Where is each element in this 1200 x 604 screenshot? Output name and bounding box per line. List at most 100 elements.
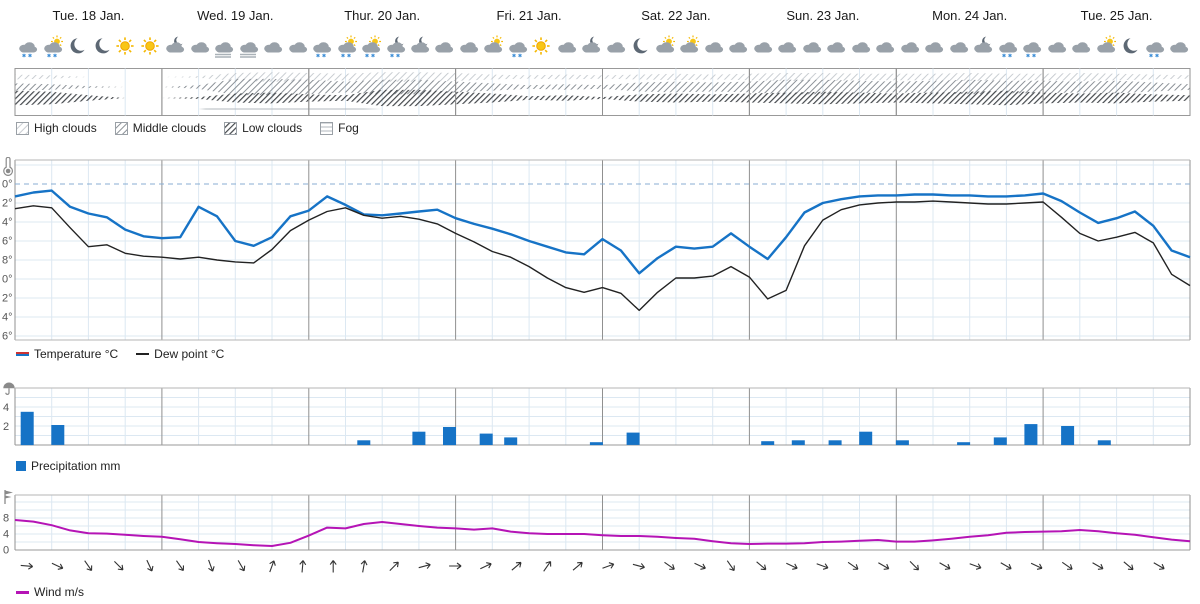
weather-icon-slot bbox=[529, 31, 553, 63]
weather-icon-slot bbox=[872, 31, 896, 63]
temperature-swatch bbox=[16, 352, 29, 356]
wind-direction-arrow bbox=[208, 559, 215, 572]
wind-direction-arrow bbox=[1153, 562, 1165, 570]
sun-cloud-snow-icon bbox=[43, 35, 63, 58]
wind-legend: Wind m/s bbox=[16, 585, 102, 599]
wind-direction-arrow bbox=[816, 563, 829, 570]
moon-cloud-icon bbox=[411, 36, 430, 53]
precipitation-bar bbox=[443, 427, 456, 446]
cloud-snow-icon bbox=[998, 42, 1017, 58]
weather-icon-slot bbox=[652, 31, 676, 63]
sun-cloud-snow-icon bbox=[362, 35, 382, 58]
cloud-icon bbox=[1072, 42, 1091, 53]
cloud-icon bbox=[288, 42, 307, 53]
precipitation-axis-label: 2 bbox=[3, 421, 9, 433]
weather-icon-slot bbox=[921, 31, 945, 63]
cloud-icon bbox=[460, 42, 479, 53]
cloud-fog-icon bbox=[215, 42, 234, 58]
weather-icon-slot bbox=[382, 31, 406, 63]
cloud-icon bbox=[876, 42, 895, 53]
weather-icon-slot bbox=[627, 31, 651, 63]
weather-icon-slot bbox=[603, 31, 627, 63]
precipitation-bar bbox=[859, 431, 873, 445]
weather-icon-slot bbox=[823, 31, 847, 63]
legend-high-clouds: High clouds bbox=[16, 121, 97, 135]
weather-icon-slot bbox=[407, 31, 431, 63]
cloud-icon bbox=[925, 42, 944, 53]
wind-chart: 8 4 0 bbox=[3, 494, 1191, 573]
wind-direction-arrow bbox=[237, 560, 246, 572]
wind-direction-arrow bbox=[847, 561, 859, 570]
precipitation-bar bbox=[412, 431, 426, 445]
weather-icon-slot bbox=[774, 31, 798, 63]
weather-icon-slot bbox=[480, 31, 504, 63]
weather-icon-slot bbox=[39, 31, 63, 63]
cloud-icon bbox=[1170, 42, 1189, 53]
cloud-icon bbox=[949, 42, 968, 53]
wind-direction-arrow bbox=[480, 562, 492, 570]
precipitation-bar bbox=[791, 440, 805, 446]
weather-icon-slot bbox=[1117, 31, 1141, 63]
weather-icon-slot bbox=[88, 31, 112, 63]
cloud-icon bbox=[435, 42, 454, 53]
legend-dew-point: Dew point °C bbox=[136, 347, 224, 361]
temperature-axis-label: 0° bbox=[2, 179, 13, 191]
precipitation-bar bbox=[761, 441, 775, 445]
wind-direction-arrow bbox=[511, 561, 522, 571]
weather-icon-slot bbox=[456, 31, 480, 63]
wind-direction-arrow bbox=[756, 561, 767, 571]
cloud-icon bbox=[1047, 42, 1066, 53]
sun-icon bbox=[141, 37, 159, 55]
wind-direction-arrow bbox=[176, 560, 185, 572]
weather-icon-slot bbox=[994, 31, 1018, 63]
temperature-axis-label: 6° bbox=[2, 236, 13, 248]
wind-direction-arrow bbox=[1061, 561, 1073, 570]
wind-direction-arrow bbox=[1092, 562, 1104, 570]
sun-cloud-icon bbox=[1096, 35, 1116, 53]
cloud-icon bbox=[827, 42, 846, 53]
weather-icon-slot bbox=[211, 31, 235, 63]
wind-axis-label: 0 bbox=[3, 545, 9, 557]
day-label: Fri. 21 Jan. bbox=[496, 8, 562, 23]
weather-icon-slot bbox=[554, 31, 578, 63]
temperature-axis-label: 8° bbox=[2, 255, 13, 267]
moon-cloud-icon bbox=[974, 36, 993, 53]
day-label: Tue. 25 Jan. bbox=[1080, 8, 1153, 23]
weather-icon-slot bbox=[945, 31, 969, 63]
temperature-axis-label: 4° bbox=[2, 312, 13, 324]
temperature-axis-label: 4° bbox=[2, 217, 13, 229]
sun-cloud-icon bbox=[680, 35, 700, 53]
weather-icon-slot bbox=[162, 31, 186, 63]
cloud-icon bbox=[851, 42, 870, 53]
weather-icon-slot bbox=[358, 31, 382, 63]
weather-icon-slot bbox=[431, 31, 455, 63]
weather-icon-slot bbox=[260, 31, 284, 63]
weather-icon-slot bbox=[970, 31, 994, 63]
precipitation-legend: Precipitation mm bbox=[16, 459, 138, 473]
wind-direction-arrow bbox=[878, 562, 890, 570]
wind-direction-arrow bbox=[299, 560, 307, 573]
wind-direction-arrow bbox=[418, 562, 431, 569]
day-labels-row: Tue. 18 Jan. Wed. 19 Jan. Thur. 20 Jan. Fri… bbox=[15, 8, 1190, 23]
dew-point-line bbox=[14, 200, 1191, 312]
weather-icon-slot bbox=[578, 31, 602, 63]
precipitation-bar bbox=[504, 437, 518, 445]
umbrella-icon bbox=[3, 382, 15, 395]
temperature-axis-label: 0° bbox=[2, 274, 13, 286]
moon-icon bbox=[633, 38, 648, 54]
wind-direction-arrow bbox=[664, 561, 675, 570]
weather-icon-slot bbox=[186, 31, 210, 63]
cloud-snow-icon bbox=[19, 42, 38, 58]
sun-icon bbox=[116, 37, 134, 55]
legend-wind: Wind m/s bbox=[16, 585, 84, 599]
wind-axis-label: 4 bbox=[3, 529, 9, 541]
weather-icon-slot bbox=[1019, 31, 1043, 63]
weather-icon-slot bbox=[235, 31, 259, 63]
dew-point-swatch bbox=[136, 353, 150, 355]
high-clouds-swatch bbox=[16, 121, 29, 135]
precipitation-bar bbox=[51, 425, 65, 445]
precipitation-chart: 42 bbox=[3, 387, 1191, 446]
legend-precipitation: Precipitation mm bbox=[16, 459, 120, 473]
cloud-icon bbox=[802, 42, 821, 53]
